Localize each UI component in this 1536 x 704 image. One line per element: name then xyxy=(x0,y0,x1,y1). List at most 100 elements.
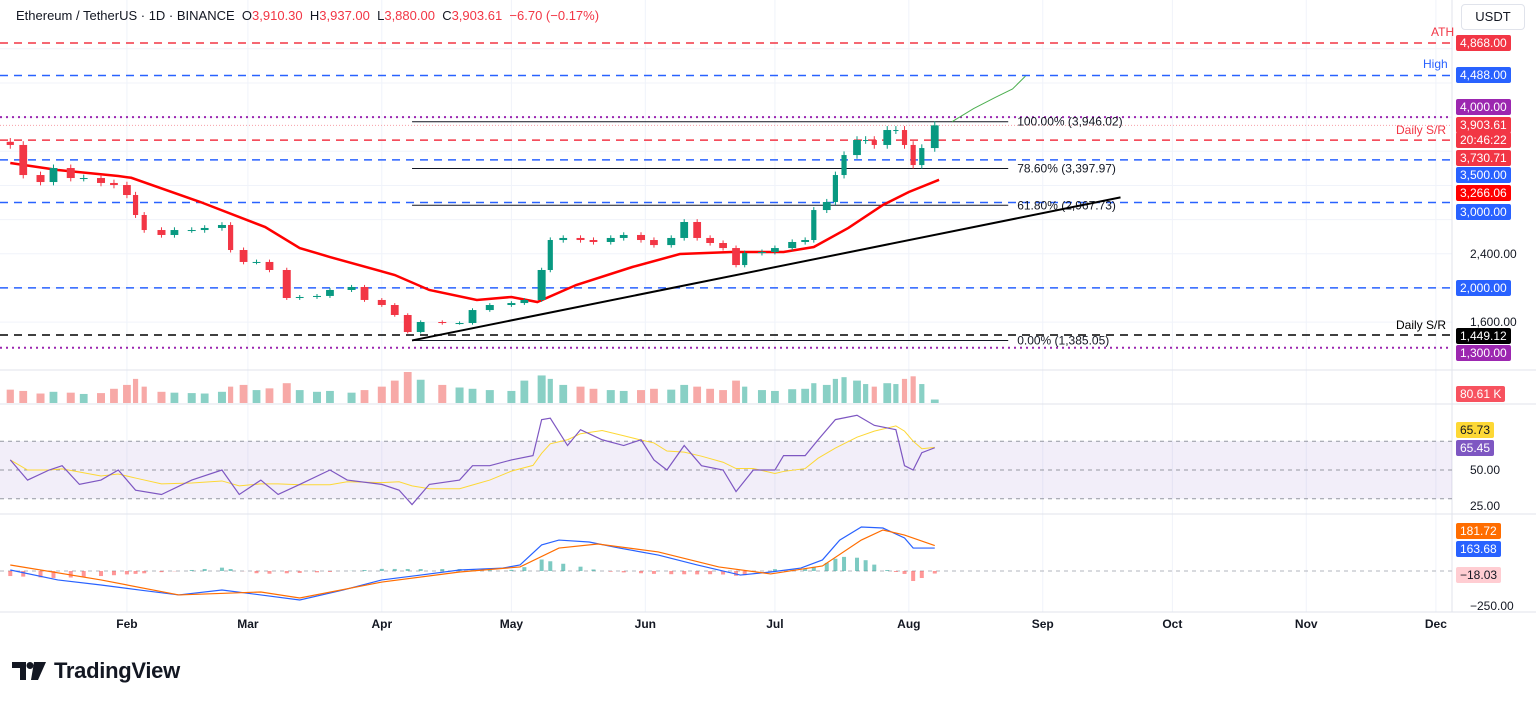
macd-line xyxy=(10,526,935,601)
volume-bar xyxy=(239,384,248,403)
volume-bar xyxy=(141,386,147,403)
macd-histogram-bar xyxy=(682,571,687,575)
macd-histogram-bar xyxy=(284,571,289,574)
candle-body xyxy=(295,296,304,299)
volume-bar xyxy=(200,393,209,403)
macd-histogram-bar xyxy=(721,571,726,575)
candle-body xyxy=(863,140,869,142)
volume-bar xyxy=(507,390,516,403)
high-label: H xyxy=(309,8,320,23)
rsi-ma-line xyxy=(10,425,935,490)
close-value: 3,903.61 xyxy=(451,8,503,23)
volume-bar xyxy=(390,380,399,403)
volume-bar xyxy=(313,391,321,403)
volume-bar xyxy=(853,380,861,403)
candle-body xyxy=(360,286,369,300)
projection-line xyxy=(951,75,1026,123)
macd-histogram-bar xyxy=(548,561,553,571)
macd-histogram-bar xyxy=(742,571,747,576)
candle-body xyxy=(438,322,447,324)
volume-bar xyxy=(910,376,916,403)
ath-annotation: ATH xyxy=(1431,25,1455,39)
horizontal-levels xyxy=(0,42,1452,349)
candle-body xyxy=(930,125,939,149)
fib-retracement[interactable]: 100.00% (3,946.02) 78.60% (3,397.97) 61.80… xyxy=(412,115,1123,348)
candle-body xyxy=(883,130,892,145)
macd-histogram-bar xyxy=(872,564,877,571)
macd-label: 163.68 xyxy=(1456,541,1501,557)
macd-tick-m250: −250.00 xyxy=(1470,599,1514,613)
time-label: May xyxy=(499,617,524,631)
fib-level-label: 61.80% (2,967.73) xyxy=(1017,198,1116,212)
macd-histogram-bar xyxy=(159,571,164,573)
macd-histogram-bar xyxy=(21,571,26,577)
price-label-ath: 4,868.00 xyxy=(1456,35,1511,51)
volume-bar xyxy=(468,388,477,403)
volume-bar xyxy=(680,384,689,403)
volume-bar xyxy=(719,390,727,403)
macd-histogram-bar xyxy=(734,571,739,576)
macd-histogram-bar xyxy=(911,571,916,582)
volume-bar xyxy=(576,386,585,403)
volume-bar xyxy=(650,388,658,403)
candle-body xyxy=(771,248,779,252)
candle-body xyxy=(347,286,356,290)
price-label-sr: 3,730.71 xyxy=(1456,150,1511,166)
candle-body xyxy=(801,240,810,242)
volume-bar xyxy=(742,386,748,403)
open-value: 3,910.30 xyxy=(252,8,303,23)
macd-histogram-bar xyxy=(228,569,233,571)
volume-bar xyxy=(547,378,553,403)
fib-level-label: 78.60% (3,397.97) xyxy=(1017,162,1116,176)
candle-body xyxy=(901,130,908,145)
macd-histogram-bar xyxy=(708,571,713,575)
projection-path xyxy=(951,75,1026,123)
ascending-trendline xyxy=(411,196,1121,342)
grid xyxy=(0,0,1536,613)
signal-label: 181.72 xyxy=(1456,523,1501,539)
macd-histogram-bar xyxy=(267,571,272,574)
bar-countdown: 20:46:22 xyxy=(1456,132,1511,148)
candle-body xyxy=(871,140,877,145)
macd-histogram-bar xyxy=(639,571,643,574)
volume-bar xyxy=(667,389,676,403)
candle-body xyxy=(919,148,925,166)
candle-body xyxy=(732,248,740,266)
time-label: Oct xyxy=(1162,617,1183,631)
candle-body xyxy=(36,175,45,183)
candle-body xyxy=(619,234,628,238)
candle-body xyxy=(157,230,166,235)
low-value: 3,880.00 xyxy=(384,8,435,23)
volume-bar xyxy=(520,380,529,403)
volume-bar xyxy=(416,379,425,403)
candle-body xyxy=(822,202,831,211)
volume-bar xyxy=(377,386,386,403)
candle-body xyxy=(132,195,139,215)
volume-bar xyxy=(326,390,334,403)
candle-body xyxy=(667,237,676,246)
volume-bar xyxy=(485,390,494,403)
currency-button[interactable]: USDT xyxy=(1461,4,1525,30)
volume-bar xyxy=(841,377,847,403)
candle-body xyxy=(468,310,477,324)
volume-bar xyxy=(537,375,546,403)
fib-level-label: 0.00% (1,385.05) xyxy=(1017,333,1109,347)
candle-body xyxy=(239,250,248,262)
candle-body xyxy=(390,305,399,315)
volume-bar xyxy=(706,388,715,403)
candle-body xyxy=(832,175,838,203)
volume-bar xyxy=(217,391,226,403)
volume-bar xyxy=(228,386,234,403)
high-annotation: High xyxy=(1423,57,1448,71)
macd-histogram-bar xyxy=(327,571,332,572)
volume-bar xyxy=(771,390,779,403)
volume-bar xyxy=(863,384,869,403)
volume-bar xyxy=(438,384,447,403)
rsi-tick-25: 25.00 xyxy=(1470,499,1501,513)
trendline[interactable] xyxy=(411,196,1121,342)
macd-histogram-bar xyxy=(379,568,384,571)
time-label: Jul xyxy=(766,617,784,631)
volume-bar xyxy=(252,390,261,403)
tradingview-logo[interactable]: TradingView xyxy=(12,658,180,684)
